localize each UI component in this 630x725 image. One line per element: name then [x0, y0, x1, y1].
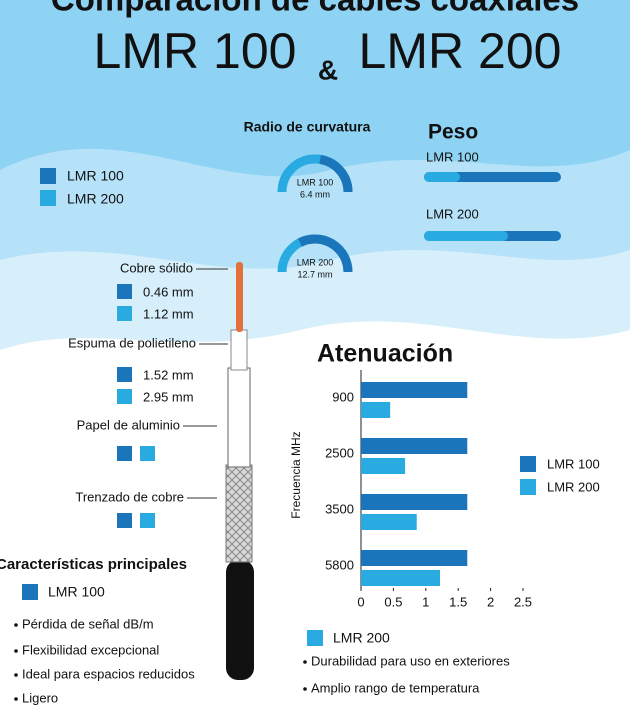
- bullet: [14, 649, 18, 653]
- part-value: 2.95 mm: [143, 389, 194, 404]
- section-title: Características principales: [0, 556, 187, 573]
- feature-item: Ideal para espacios reducidos: [22, 666, 195, 681]
- feature-item: Ligero: [22, 690, 58, 705]
- swatch: [520, 456, 536, 472]
- bar: [361, 382, 468, 398]
- x-tick-label: 0: [357, 594, 364, 609]
- bar: [361, 458, 406, 474]
- gauge-label: LMR 100: [297, 177, 334, 187]
- swatch: [140, 513, 155, 528]
- x-tick-label: 2.5: [514, 594, 532, 609]
- part-value: 1.52 mm: [143, 367, 194, 382]
- y-tick-label: 2500: [325, 445, 354, 460]
- gauge-fill: [297, 234, 353, 273]
- feature-item: Pérdida de señal dB/m: [22, 616, 154, 631]
- swatch: [117, 513, 132, 528]
- swatch: [40, 168, 56, 184]
- feature-item: Durabilidad para uso en exteriores: [311, 653, 510, 668]
- cable-jacket: [226, 560, 254, 680]
- x-tick-label: 1: [422, 594, 429, 609]
- chart-title: Atenuación: [317, 340, 453, 368]
- weight-bar-light: [424, 231, 508, 241]
- part-value: 0.46 mm: [143, 284, 194, 299]
- bar: [361, 438, 468, 454]
- bullet: [14, 673, 18, 677]
- cable-dielectric: [230, 329, 248, 371]
- y-tick-label: 900: [332, 389, 354, 404]
- swatch: [40, 190, 56, 206]
- feature-group: LMR 100: [48, 584, 105, 600]
- part-label: Trenzado de cobre: [75, 489, 184, 504]
- cable-braid: [225, 464, 253, 563]
- x-tick-label: 2: [487, 594, 494, 609]
- section-title: Radio de curvatura: [244, 119, 371, 135]
- cable-foil: [227, 367, 251, 468]
- section-title: Peso: [428, 121, 478, 144]
- weight-label: LMR 200: [426, 206, 479, 221]
- y-tick-label: 3500: [325, 501, 354, 516]
- legend-label: LMR 100: [547, 456, 600, 471]
- bar: [361, 402, 391, 418]
- bar: [361, 514, 417, 530]
- heading-amp: &: [318, 54, 338, 85]
- part-label: Papel de aluminio: [77, 417, 180, 432]
- cable-core: [236, 262, 243, 332]
- swatch: [117, 446, 132, 461]
- weight-bar-light: [424, 172, 460, 182]
- bar: [361, 570, 441, 586]
- swatch: [117, 367, 132, 382]
- x-tick-label: 0.5: [384, 594, 402, 609]
- part-label: Espuma de polietileno: [68, 335, 196, 350]
- swatch: [140, 446, 155, 461]
- legend-label: LMR 200: [67, 191, 124, 207]
- bar: [361, 494, 468, 510]
- title: Comparación de cables coaxiales: [51, 0, 579, 18]
- wave: [0, 250, 630, 350]
- swatch: [22, 584, 38, 600]
- swatch: [117, 306, 132, 321]
- bullet: [303, 660, 307, 664]
- legend-label: LMR 100: [67, 168, 124, 184]
- swatch: [117, 284, 132, 299]
- gauge-value: 6.4 mm: [300, 189, 330, 199]
- feature-item: Amplio rango de temperatura: [311, 680, 480, 695]
- gauge-value: 12.7 mm: [297, 269, 332, 279]
- heading: LMR 100: [94, 23, 297, 79]
- heading: LMR 200: [359, 23, 562, 79]
- part-value: 1.12 mm: [143, 306, 194, 321]
- y-tick-label: 5800: [325, 557, 354, 572]
- part-label: Cobre sólido: [120, 260, 193, 275]
- gauge-fill: [319, 154, 353, 193]
- y-axis-label: Frecuencia MHz: [289, 431, 303, 518]
- feature-group: LMR 200: [333, 630, 390, 646]
- legend-label: LMR 200: [547, 479, 600, 494]
- swatch: [307, 630, 323, 646]
- weight-label: LMR 100: [426, 149, 479, 164]
- x-tick-label: 1.5: [449, 594, 467, 609]
- bullet: [14, 697, 18, 701]
- swatch: [520, 479, 536, 495]
- gauge-label: LMR 200: [297, 257, 334, 267]
- bullet: [14, 623, 18, 627]
- bar: [361, 550, 468, 566]
- swatch: [117, 389, 132, 404]
- bullet: [303, 687, 307, 691]
- feature-item: Flexibilidad excepcional: [22, 642, 159, 657]
